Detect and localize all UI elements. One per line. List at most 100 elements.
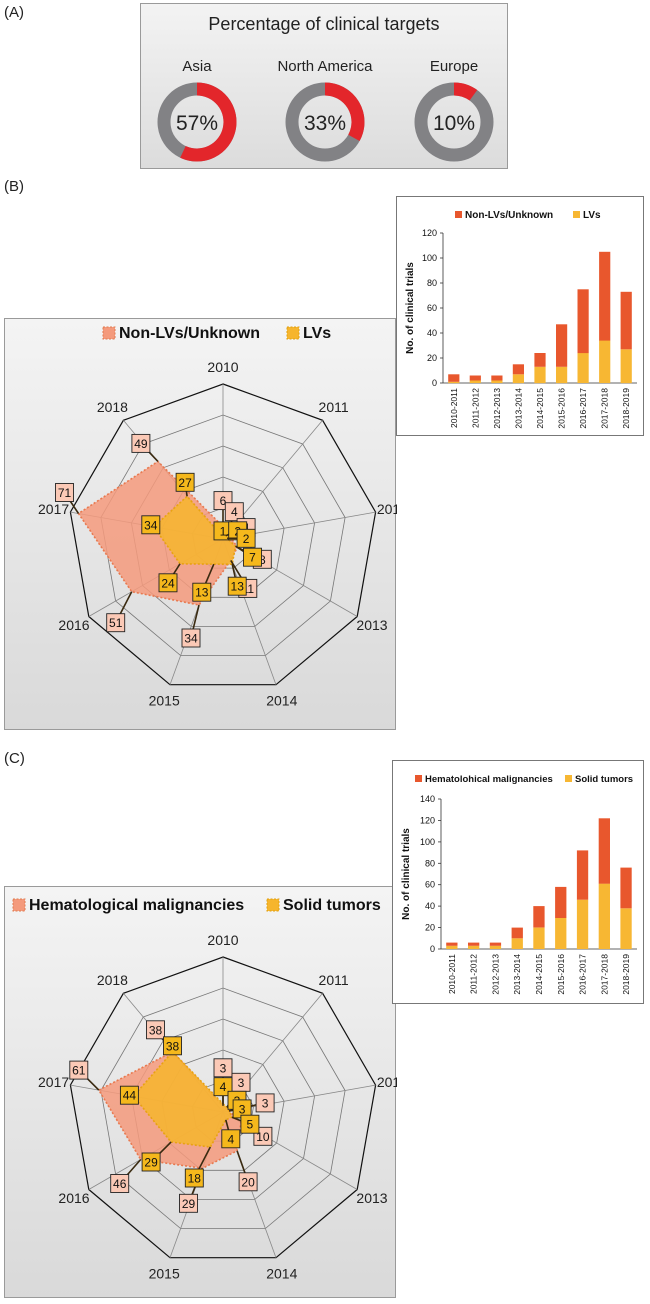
value-callout-box bbox=[163, 1036, 182, 1056]
value-callout-label: 61 bbox=[72, 1064, 86, 1078]
value-callout-box bbox=[69, 1060, 89, 1080]
donut-chart-europe: 10% bbox=[414, 82, 494, 162]
bar-y-tick-label: 0 bbox=[430, 944, 435, 954]
value-callout-box bbox=[179, 1193, 198, 1213]
radar-category-label: 2012 bbox=[377, 1074, 397, 1090]
bar-y-tick-label: 120 bbox=[422, 228, 437, 238]
value-callout-label: 24 bbox=[161, 576, 175, 590]
bar-y-tick-label: 140 bbox=[420, 794, 435, 804]
bar-y-tick-label: 60 bbox=[425, 880, 435, 890]
bar-segment-top bbox=[599, 251, 611, 341]
value-callout-box bbox=[255, 1093, 275, 1113]
radar-category-label: 2016 bbox=[58, 617, 89, 633]
radar-category-label: 2015 bbox=[149, 1266, 180, 1282]
bar-x-tick-label: 2016-2017 bbox=[578, 954, 588, 995]
bar-x-tick-label: 2010-2011 bbox=[449, 388, 459, 428]
bar-x-tick-label: 2014-2015 bbox=[535, 388, 545, 429]
bar-y-tick-label: 80 bbox=[427, 278, 437, 288]
bar-segment-top bbox=[534, 353, 546, 367]
donut-name-europe: Europe bbox=[429, 58, 479, 75]
radar-chart-b: Non-LVs/Unknown LVs 2010 2011 2012 2013 2014 20… bbox=[38, 325, 408, 709]
value-callout-box bbox=[141, 1152, 161, 1172]
value-callout-label: 38 bbox=[149, 1023, 163, 1037]
legend-label: LVs bbox=[303, 325, 331, 342]
bar-y-tick-label: 100 bbox=[422, 253, 437, 263]
bar-legend-label: Non-LVs/Unknown bbox=[465, 210, 553, 221]
clinical-targets-title: Percentage of clinical targets bbox=[208, 14, 440, 34]
value-callout-label: 8 bbox=[259, 553, 266, 567]
panel-label-a: (A) bbox=[4, 4, 24, 21]
value-callout-label: 27 bbox=[178, 476, 192, 490]
bar-segment-top bbox=[577, 289, 589, 354]
radar-series-secondary bbox=[132, 1050, 233, 1148]
bar-segment-bottom bbox=[556, 366, 568, 384]
radar-category-label: 2010 bbox=[207, 932, 238, 948]
bar-legend-swatch bbox=[455, 211, 462, 218]
bar-x-tick-label: 2013-2014 bbox=[512, 954, 522, 995]
radar-category-label: 2014 bbox=[266, 1266, 297, 1282]
bar-segment-top bbox=[598, 818, 610, 884]
bar-segment-bottom bbox=[576, 899, 589, 949]
bar-segment-bottom bbox=[534, 366, 546, 384]
value-callout-label: 13 bbox=[195, 586, 209, 600]
bar-inset-c: Hematolohical malignancies Solid tumors 0 2… bbox=[392, 760, 644, 1004]
bar-segment-top bbox=[491, 375, 503, 381]
bar-segment-bottom bbox=[620, 349, 632, 384]
donut-percent-label: 57% bbox=[176, 112, 218, 135]
value-callout-label: 4 bbox=[231, 505, 238, 519]
radar-grid-ring bbox=[69, 956, 377, 1259]
bar-y-axis-title: No. of clinical trials bbox=[405, 262, 416, 354]
bar-segment-bottom bbox=[620, 908, 632, 949]
bar-y-tick-label: 20 bbox=[425, 923, 435, 933]
bar-segment-bottom bbox=[555, 917, 567, 949]
radar-category-label: 2013 bbox=[356, 617, 387, 633]
donut-chart-asia: 57% bbox=[157, 82, 237, 162]
radar-category-label: 2010 bbox=[207, 359, 238, 375]
radar-grid-ring bbox=[100, 987, 346, 1229]
value-callout-label: 51 bbox=[109, 616, 123, 630]
radar-category-label: 2018 bbox=[97, 972, 128, 988]
value-callout-label: 29 bbox=[182, 1197, 196, 1211]
value-callout-box bbox=[131, 433, 151, 453]
bar-x-tick-label: 2015-2016 bbox=[556, 954, 566, 995]
radar-category-label: 2016 bbox=[58, 1190, 89, 1206]
donut-chart-north-america: 33% bbox=[285, 82, 365, 162]
bar-segment-bottom bbox=[511, 938, 523, 949]
value-callout-box bbox=[55, 483, 74, 502]
bar-legend-swatch bbox=[573, 211, 580, 218]
radar-category-label: 2012 bbox=[377, 501, 397, 517]
bar-y-tick-label: 120 bbox=[420, 815, 435, 825]
bar-y-tick-label: 0 bbox=[432, 378, 437, 388]
legend-label: Non-LVs/Unknown bbox=[119, 325, 260, 342]
bar-inset-b: Non-LVs/Unknown LVs 0 20 40 60 80 100 120 No. of … bbox=[396, 196, 644, 436]
bar-x-tick-label: 2012-2013 bbox=[490, 954, 500, 995]
radar-category-label: 2011 bbox=[319, 399, 349, 415]
bar-chart-b: Non-LVs/Unknown LVs 0 20 40 60 80 100 120 No. of … bbox=[405, 210, 637, 429]
value-callout-box bbox=[110, 1174, 130, 1193]
value-callout-label: 29 bbox=[144, 1156, 158, 1170]
value-callout-box bbox=[175, 472, 195, 492]
donut-name-north-america: North America bbox=[277, 58, 373, 75]
bar-segment-top bbox=[469, 375, 481, 381]
value-callout-box bbox=[181, 628, 201, 648]
value-callout-box bbox=[213, 1077, 233, 1097]
radar-category-label: 2017 bbox=[38, 1074, 69, 1090]
radar-category-label: 2017 bbox=[38, 501, 69, 517]
value-callout-box bbox=[224, 502, 244, 522]
bar-y-tick-label: 40 bbox=[427, 328, 437, 338]
bar-x-tick-label: 2018-2019 bbox=[621, 954, 631, 995]
bar-x-tick-label: 2010-2011 bbox=[447, 954, 457, 994]
radar-b-background: Non-LVs/Unknown LVs 2010 2011 2012 2013 2014 20… bbox=[4, 318, 408, 730]
value-callout-label: 38 bbox=[166, 1039, 180, 1053]
legend-swatch bbox=[102, 326, 116, 340]
value-callout-box bbox=[243, 547, 262, 567]
bar-segment-bottom bbox=[598, 883, 610, 949]
bar-y-tick-label: 80 bbox=[425, 858, 435, 868]
donut-name-asia: Asia bbox=[182, 58, 212, 75]
value-callout-label: 34 bbox=[184, 632, 198, 646]
radar-c-background: Hematological malignancies Solid tumors 20… bbox=[4, 886, 408, 1298]
bar-chart-c: Hematolohical malignancies Solid tumors 0 2… bbox=[401, 774, 637, 995]
value-callout-label: 7 bbox=[249, 551, 256, 565]
value-callout-label: 6 bbox=[220, 494, 227, 508]
bar-segment-top bbox=[576, 850, 589, 900]
